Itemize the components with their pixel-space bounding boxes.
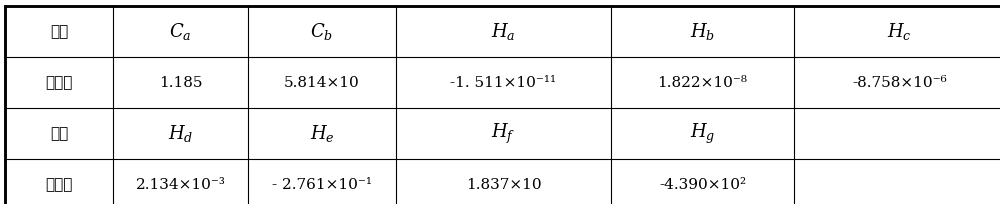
- Text: 系数値: 系数値: [45, 177, 73, 192]
- Text: 系数: 系数: [50, 24, 68, 39]
- Text: -8.758×10⁻⁶: -8.758×10⁻⁶: [852, 76, 947, 90]
- Text: 系数値: 系数値: [45, 75, 73, 90]
- Text: 1.822×10⁻⁸: 1.822×10⁻⁸: [658, 76, 748, 90]
- Text: $H_a$: $H_a$: [491, 21, 516, 42]
- Text: $H_b$: $H_b$: [690, 21, 715, 42]
- Text: $C_a$: $C_a$: [169, 21, 192, 42]
- Text: 1.837×10: 1.837×10: [466, 178, 541, 192]
- Text: 系数: 系数: [50, 126, 68, 141]
- Text: 1.185: 1.185: [159, 76, 202, 90]
- Text: $H_c$: $H_c$: [887, 21, 912, 42]
- Text: $H_f$: $H_f$: [491, 122, 516, 146]
- Text: 5.814×10: 5.814×10: [284, 76, 360, 90]
- Text: $H_g$: $H_g$: [690, 122, 715, 146]
- Text: -4.390×10²: -4.390×10²: [659, 178, 746, 192]
- Text: $H_e$: $H_e$: [310, 123, 334, 144]
- Text: $H_d$: $H_d$: [168, 123, 193, 144]
- Text: - 2.761×10⁻¹: - 2.761×10⁻¹: [272, 178, 372, 192]
- Text: $C_b$: $C_b$: [310, 21, 334, 42]
- Text: -1. 511×10⁻¹¹: -1. 511×10⁻¹¹: [450, 76, 557, 90]
- Text: 2.134×10⁻³: 2.134×10⁻³: [136, 178, 225, 192]
